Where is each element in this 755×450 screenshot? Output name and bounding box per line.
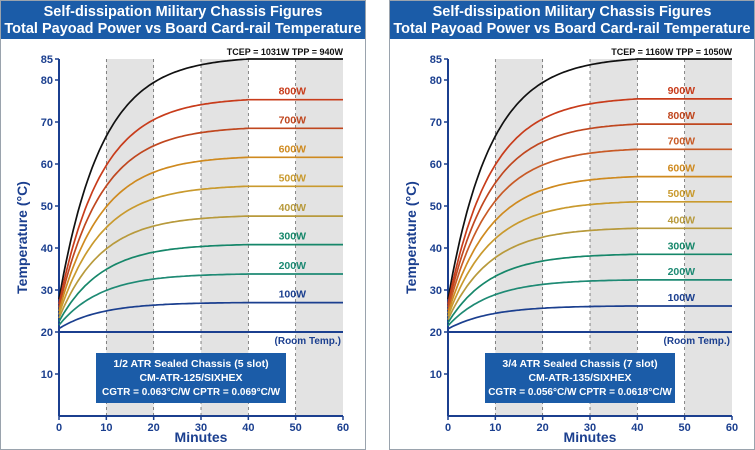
series-label: 600W <box>668 163 696 175</box>
y-axis-label: Temperature (°C) <box>403 181 419 294</box>
y-tick-label: 70 <box>430 117 442 129</box>
series-label: 700W <box>668 135 696 147</box>
chart-panel-right: Self-dissipation Military Chassis Figure… <box>389 0 755 450</box>
series-label: 200W <box>668 266 696 278</box>
series-label: 500W <box>668 188 696 200</box>
x-axis-label: Minutes <box>175 429 228 445</box>
x-axis-label: Minutes <box>564 429 617 445</box>
y-tick-label: 70 <box>41 117 53 129</box>
x-tick-label: 10 <box>489 422 501 434</box>
y-tick-label: 10 <box>430 369 442 381</box>
y-tick-label: 50 <box>41 201 53 213</box>
y-axis-label: Temperature (°C) <box>14 181 30 294</box>
room-temp-label: (Room Temp.) <box>275 336 341 347</box>
series-label: 800W <box>279 86 307 98</box>
y-tick-label: 30 <box>41 285 53 297</box>
x-tick-label: 40 <box>242 422 254 434</box>
series-label: 100W <box>668 292 696 304</box>
series-label: 400W <box>668 214 696 226</box>
room-temp-label: (Room Temp.) <box>664 336 730 347</box>
info-line-3: CGTR = 0.056°C/W CPTR = 0.0618°C/W <box>488 387 672 398</box>
chart-panel-left: Self-dissipation Military Chassis Figure… <box>0 0 366 450</box>
series-label: 800W <box>668 110 696 122</box>
series-label: 100W <box>279 289 307 301</box>
y-tick-label: 60 <box>430 159 442 171</box>
y-tick-label: 80 <box>41 75 53 87</box>
info-line-1: 3/4 ATR Sealed Chassis (7 slot) <box>502 358 657 370</box>
x-tick-label: 60 <box>726 422 738 434</box>
x-tick-label: 50 <box>290 422 302 434</box>
series-label: 500W <box>279 172 307 184</box>
y-tick-label: 80 <box>430 75 442 87</box>
x-tick-label: 20 <box>148 422 160 434</box>
x-tick-label: 20 <box>537 422 549 434</box>
series-label: 400W <box>279 202 307 214</box>
y-tick-label: 85 <box>430 54 442 66</box>
x-tick-label: 0 <box>445 422 451 434</box>
y-tick-label: 50 <box>430 201 442 213</box>
y-tick-label: 40 <box>41 243 53 255</box>
y-tick-label: 30 <box>430 285 442 297</box>
series-label: 200W <box>279 260 307 272</box>
y-tick-label: 85 <box>41 54 53 66</box>
y-tick-label: 60 <box>41 159 53 171</box>
y-tick-label: 10 <box>41 369 53 381</box>
top-label: TCEP = 1031W TPP = 940W <box>227 47 344 57</box>
series-label: 600W <box>279 143 307 155</box>
series-label: 300W <box>279 231 307 243</box>
info-line-3: CGTR = 0.063°C/W CPTR = 0.069°C/W <box>102 387 281 398</box>
series-label: 700W <box>279 114 307 126</box>
info-line-2: CM-ATR-125/SIXHEX <box>139 372 242 384</box>
x-tick-label: 60 <box>337 422 349 434</box>
y-tick-label: 40 <box>430 243 442 255</box>
top-label: TCEP = 1160W TPP = 1050W <box>611 47 732 57</box>
series-label: 300W <box>668 240 696 252</box>
x-tick-label: 10 <box>100 422 112 434</box>
x-tick-label: 50 <box>679 422 691 434</box>
series-label: 900W <box>668 85 696 97</box>
x-tick-label: 0 <box>56 422 62 434</box>
y-tick-label: 20 <box>41 327 53 339</box>
info-line-2: CM-ATR-135/SIXHEX <box>528 372 631 384</box>
y-tick-label: 20 <box>430 327 442 339</box>
info-line-1: 1/2 ATR Sealed Chassis (5 slot) <box>113 358 268 370</box>
x-tick-label: 40 <box>631 422 643 434</box>
